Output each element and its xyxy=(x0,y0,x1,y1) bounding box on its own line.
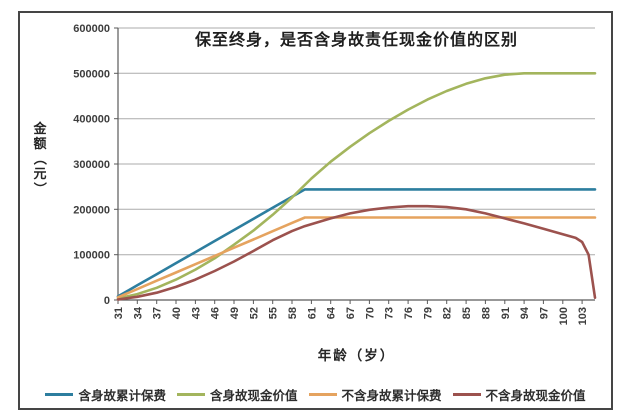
x-tick-label: 94 xyxy=(519,306,531,319)
x-tick-label: 91 xyxy=(500,307,512,319)
x-tick-label: 37 xyxy=(152,307,164,319)
x-tick-label: 73 xyxy=(384,307,396,319)
y-tick-label: 100000 xyxy=(73,250,110,262)
y-tick-label: 200000 xyxy=(73,204,110,216)
x-tick-label: 40 xyxy=(171,307,183,319)
x-tick-label: 43 xyxy=(190,307,202,319)
x-tick-label: 55 xyxy=(268,307,280,319)
y-tick-label: 0 xyxy=(104,295,110,307)
legend-label: 含身故累计保费 xyxy=(78,388,166,403)
x-tick-label: 103 xyxy=(577,307,589,325)
chart-legend: 含身故累计保费 含身故现金价值 不含身故累计保费 不含身故现金价值 xyxy=(20,385,611,403)
x-tick-label: 76 xyxy=(403,307,415,319)
legend-item: 不含身故现金价值 xyxy=(452,385,586,404)
legend-swatch xyxy=(176,392,205,396)
x-tick-label: 64 xyxy=(326,306,338,319)
legend-swatch xyxy=(452,392,481,396)
x-tick-label: 49 xyxy=(229,307,241,319)
series-line xyxy=(116,204,597,301)
legend-item: 不含身故累计保费 xyxy=(308,385,442,404)
x-tick-label: 100 xyxy=(558,307,570,325)
x-tick-label: 97 xyxy=(538,307,550,319)
x-tick-label: 61 xyxy=(306,307,318,319)
series-line xyxy=(116,188,597,298)
legend-swatch xyxy=(45,392,74,396)
y-axis-title-char: 元 xyxy=(33,166,47,181)
legend-label: 不含身故累计保费 xyxy=(341,388,442,403)
y-axis-title-char: 额 xyxy=(33,136,47,151)
y-tick-label: 500000 xyxy=(73,68,110,80)
x-tick-label: 79 xyxy=(422,307,434,319)
x-tick-label: 46 xyxy=(210,307,222,319)
x-axis-title: 年龄（岁） xyxy=(317,348,396,363)
x-tick-label: 82 xyxy=(442,307,454,319)
x-tick-label: 70 xyxy=(364,307,376,319)
legend-swatch xyxy=(308,392,337,396)
x-tick-label: 31 xyxy=(113,307,125,319)
x-tick-label: 85 xyxy=(461,307,473,319)
y-tick-label: 400000 xyxy=(73,114,110,126)
y-axis-title-char: （ xyxy=(32,151,48,165)
x-tick-label: 58 xyxy=(287,307,299,319)
chart-frame xyxy=(18,11,613,410)
x-tick-label: 52 xyxy=(248,307,260,319)
series-line xyxy=(116,216,597,299)
legend-label: 不含身故现金价值 xyxy=(485,388,586,403)
legend-item: 含身故累计保费 xyxy=(45,385,166,404)
x-tick-label: 88 xyxy=(480,307,492,319)
y-tick-label: 300000 xyxy=(73,159,110,171)
y-axis-title: 金额（元） xyxy=(31,121,49,196)
y-axis-title-char: ） xyxy=(32,181,48,195)
x-tick-label: 34 xyxy=(132,306,144,319)
legend-item: 含身故现金价值 xyxy=(176,385,298,404)
chart-title: 保至终身，是否含身故责任现金价值的区别 xyxy=(194,32,518,49)
y-tick-label: 600000 xyxy=(73,23,110,35)
series-line xyxy=(116,72,597,300)
x-tick-label: 67 xyxy=(345,307,357,319)
y-axis-title-char: 金 xyxy=(33,121,47,136)
legend-label: 含身故现金价值 xyxy=(209,388,298,403)
